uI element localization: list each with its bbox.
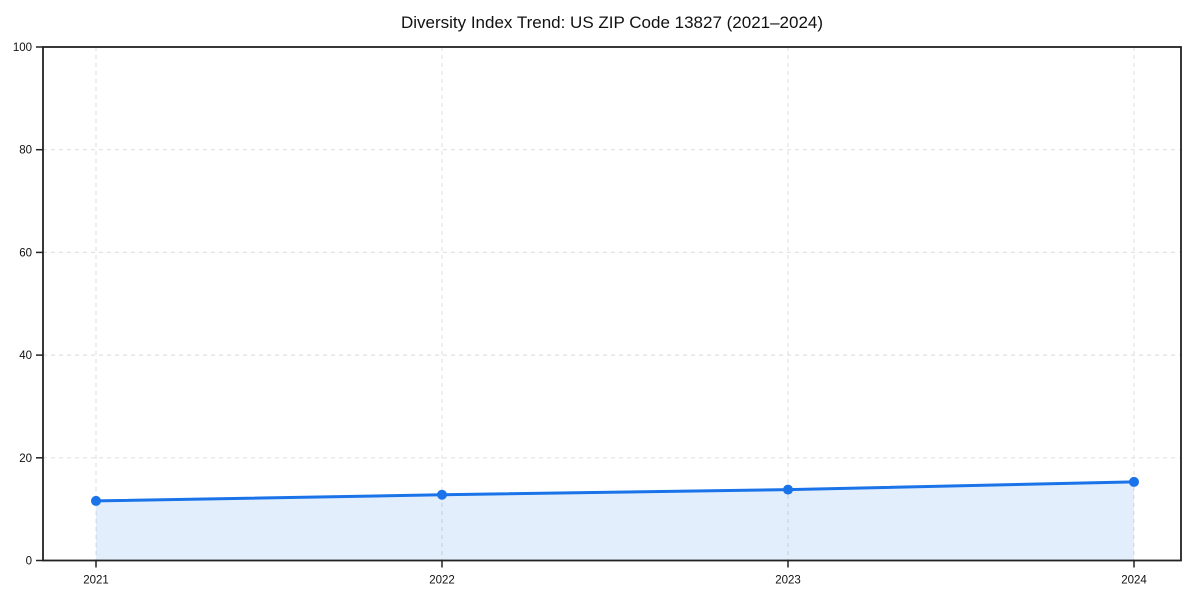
area-fill	[96, 481, 1134, 561]
y-tick-label: 40	[19, 350, 32, 362]
series-area-line	[91, 476, 1139, 561]
data-point	[91, 495, 101, 506]
y-tick-label: 0	[26, 556, 32, 568]
chart-title: Diversity Index Trend: US ZIP Code 13827…	[401, 13, 823, 32]
axes: 0 20 40 60 80 100 2021 2022 2023 2024	[13, 42, 1182, 587]
x-tick-label: 2023	[775, 575, 801, 587]
y-tick-label: 100	[13, 42, 32, 54]
y-tick-label: 80	[19, 145, 32, 157]
plot-border	[42, 46, 1182, 562]
x-tick-label: 2021	[83, 575, 109, 587]
data-point	[437, 489, 447, 500]
trend-line	[94, 480, 1136, 503]
data-point	[783, 484, 793, 495]
data-point	[1129, 476, 1139, 487]
x-tick-label: 2024	[1121, 575, 1147, 587]
x-tick-label: 2022	[429, 575, 455, 587]
y-tick-label: 20	[19, 453, 32, 465]
y-tick-label: 60	[19, 247, 32, 259]
